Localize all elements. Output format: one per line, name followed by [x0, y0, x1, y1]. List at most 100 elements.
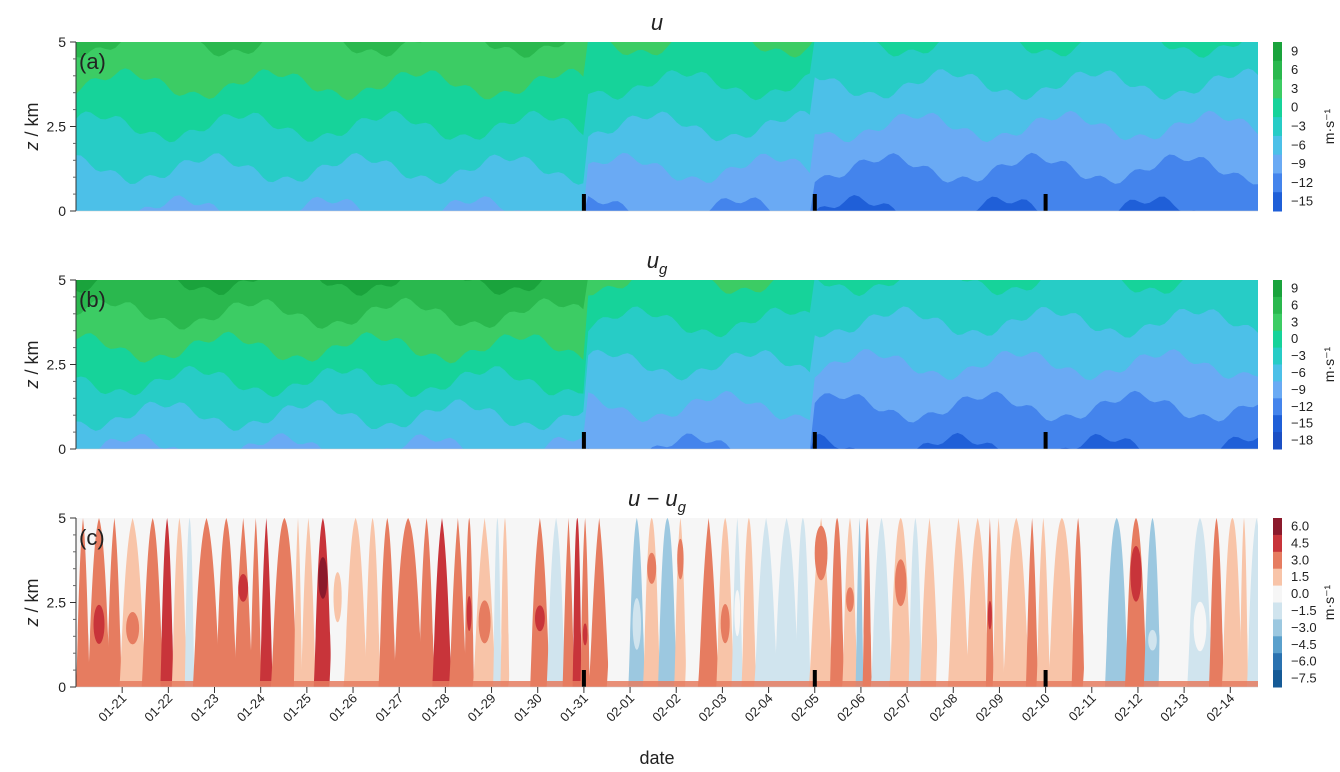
contour-band: [580, 518, 590, 687]
colorbar-segment: [1273, 296, 1282, 315]
chart-title: u − ug: [628, 486, 687, 516]
contour-band: [184, 518, 195, 687]
contour-band: [1025, 518, 1039, 687]
colorbar-segment: [1273, 670, 1282, 688]
marker-02-10: [1043, 194, 1048, 211]
colorbar-segment: [1273, 415, 1282, 433]
contour-band: [432, 518, 452, 687]
contour-band: [720, 604, 730, 644]
contour-band: [546, 518, 566, 687]
colorbar-tick-label: 3.0: [1291, 552, 1309, 567]
x-tick-label: 02-12: [1111, 691, 1145, 725]
contour-band: [814, 525, 828, 581]
marker-02-05: [812, 194, 817, 211]
colorbar-segment: [1273, 518, 1282, 536]
contour-band: [1124, 518, 1148, 687]
chart-title: u: [651, 10, 663, 35]
x-tick-label: 02-07: [880, 691, 914, 725]
colorbar-tick-label: −18: [1291, 433, 1313, 448]
x-tick-label: 01-31: [557, 691, 591, 725]
colorbar-tick-label: 4.5: [1291, 535, 1309, 550]
contour-band: [582, 623, 588, 646]
contour-band: [697, 518, 720, 687]
x-tick-label: 01-24: [234, 691, 268, 725]
contour-band: [1048, 518, 1076, 687]
x-tick-label: 02-08: [926, 691, 960, 725]
contour-band: [588, 518, 610, 687]
contour-band: [1143, 518, 1162, 687]
colorbar-tick-label: 6: [1291, 297, 1298, 312]
contour-band: [250, 518, 262, 687]
contour-band: [333, 572, 342, 623]
contour-band: [830, 518, 845, 687]
x-tick-label: 01-26: [326, 691, 360, 725]
x-tick-label: 01-27: [372, 691, 406, 725]
colorbar-segment: [1273, 568, 1282, 587]
colorbar-segment: [1273, 192, 1282, 212]
contour-band: [658, 518, 677, 687]
colorbar-tick-label: 9: [1291, 280, 1298, 295]
contour-band: [674, 518, 687, 687]
colorbar-tick-label: 1.5: [1291, 569, 1309, 584]
contour-field: [76, 42, 1258, 211]
y-tick-label: 2.5: [47, 119, 67, 135]
colorbar-tick-label: 3: [1291, 81, 1298, 96]
contour-band: [171, 518, 188, 687]
contour-band: [1082, 518, 1109, 687]
colorbar-segment: [1273, 154, 1282, 174]
contour-band: [500, 518, 510, 687]
colorbar-segment: [1273, 42, 1282, 62]
x-tick-label: 01-29: [465, 691, 499, 725]
y-axis-label: z / km: [22, 102, 42, 151]
colorbar-segment: [1273, 551, 1282, 570]
marker-02-05: [812, 670, 817, 687]
y-axis-label: z / km: [22, 578, 42, 627]
contour-band: [992, 518, 1005, 687]
x-tick-label: 02-04: [742, 691, 776, 725]
contour-band: [493, 518, 502, 687]
x-tick-label: 01-23: [188, 691, 222, 725]
contour-band: [87, 518, 111, 687]
contour-band: [259, 518, 273, 687]
marker-02-10: [1043, 670, 1048, 687]
colorbar-tick-label: −6: [1291, 137, 1306, 152]
contour-field: [76, 280, 1258, 449]
contour-band: [192, 518, 221, 687]
x-tick-label: 02-10: [1019, 691, 1053, 725]
contour-band: [572, 518, 582, 687]
contour-band: [908, 518, 923, 687]
contour-band: [343, 518, 368, 687]
x-tick-label: 02-09: [972, 691, 1006, 725]
marker-02-05: [812, 432, 817, 449]
colorbar-tick-label: −6: [1291, 365, 1306, 380]
colorbar-tick-label: 9: [1291, 43, 1298, 58]
colorbar-tick-label: −3.0: [1291, 620, 1317, 635]
contour-band: [1165, 518, 1174, 687]
panel-a: 0 2.5 5 z / km u (a) 9 6 3 0 −3 −6 −9 −12 −15 m·s⁻¹: [22, 10, 1337, 219]
contour-field: [76, 518, 1258, 687]
x-tick-label: 02-03: [695, 691, 729, 725]
contour-band: [530, 518, 550, 687]
contour-band: [846, 587, 854, 612]
contour-band: [378, 518, 397, 687]
colorbar-tick-label: −3: [1291, 348, 1306, 363]
colorbar-segment: [1273, 79, 1282, 99]
contour-band: [987, 600, 992, 630]
contour-band: [855, 518, 864, 687]
contour-band: [606, 518, 633, 687]
y-tick-label: 2.5: [47, 357, 67, 373]
x-tick-label: 01-30: [511, 691, 545, 725]
y-tick-label: 0: [58, 441, 66, 457]
colorbar-tick-label: −12: [1291, 175, 1313, 190]
contour-band: [808, 518, 834, 687]
contour-band: [862, 518, 872, 687]
contour-band: [562, 518, 575, 687]
colorbar-tick-label: −9: [1291, 382, 1306, 397]
contour-band: [141, 518, 164, 687]
contour-band: [508, 518, 535, 687]
x-tick-label: 02-02: [649, 691, 683, 725]
contour-band: [642, 518, 661, 687]
contour-band: [76, 518, 90, 687]
contour-band: [1148, 629, 1157, 651]
contour-band: [76, 280, 1258, 296]
